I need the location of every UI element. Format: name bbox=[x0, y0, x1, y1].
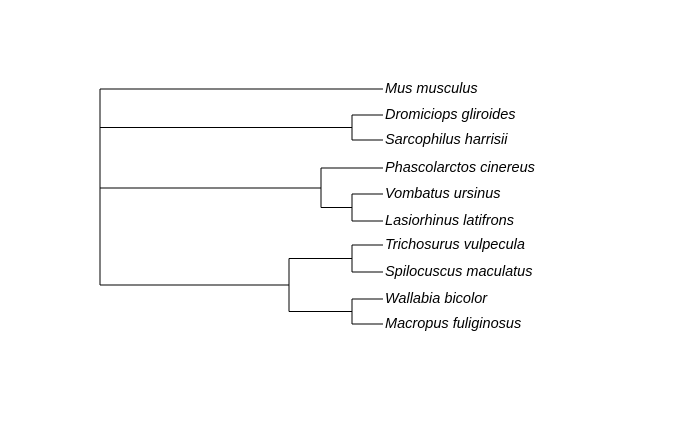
tree-branches bbox=[99, 88, 383, 325]
tip-label-sarcophilus-harrisii: Sarcophilus harrisii bbox=[385, 132, 508, 148]
tip-label-wallabia-bicolor: Wallabia bicolor bbox=[385, 291, 488, 307]
tip-label-mus-musculus: Mus musculus bbox=[385, 81, 478, 97]
tip-label-vombatus-ursinus: Vombatus ursinus bbox=[385, 186, 501, 202]
tip-label-trichosurus-vulpecula: Trichosurus vulpecula bbox=[385, 237, 525, 253]
tip-label-dromiciops-gliroides: Dromiciops gliroides bbox=[385, 107, 516, 123]
tip-label-macropus-fuliginosus: Macropus fuliginosus bbox=[385, 316, 521, 332]
tip-labels: Mus musculus Dromiciops gliroides Sarcophi… bbox=[385, 81, 535, 332]
tip-label-phascolarctos-cinereus: Phascolarctos cinereus bbox=[385, 160, 535, 176]
tip-label-lasiorhinus-latifrons: Lasiorhinus latifrons bbox=[385, 213, 514, 229]
tip-label-spilocuscus-maculatus: Spilocuscus maculatus bbox=[385, 264, 533, 280]
